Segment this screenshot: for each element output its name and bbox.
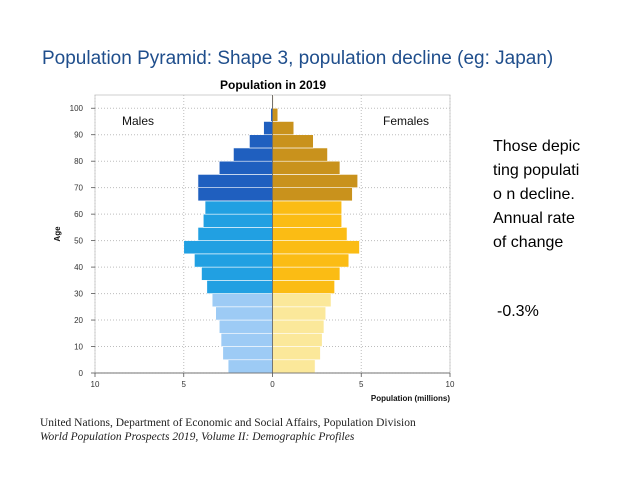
bar-male-25-29 bbox=[211, 293, 273, 308]
bar-male-10-14 bbox=[220, 332, 273, 347]
bar-female-95-99 bbox=[272, 107, 279, 122]
legend-males: Males bbox=[122, 114, 154, 128]
bar-male-60-64 bbox=[204, 200, 273, 215]
bar-female-15-19 bbox=[272, 319, 325, 334]
slide-title: Population Pyramid: Shape 3, population … bbox=[42, 48, 554, 69]
y-axis-label: Age bbox=[53, 226, 62, 242]
bar-female-20-24 bbox=[272, 306, 327, 321]
bar-female-10-14 bbox=[272, 332, 323, 347]
legend-females: Females bbox=[383, 114, 429, 128]
y-tick-label: 0 bbox=[79, 369, 84, 378]
bar-female-35-39 bbox=[272, 266, 341, 281]
bar-female-45-49 bbox=[272, 240, 360, 255]
bar-male-40-44 bbox=[194, 253, 273, 268]
x-axis-label: Population (millions) bbox=[371, 394, 450, 403]
bar-male-20-24 bbox=[215, 306, 273, 321]
bar-male-50-54 bbox=[197, 227, 273, 241]
bar-female-65-69 bbox=[272, 187, 353, 202]
x-tick-label: 5 bbox=[182, 380, 187, 389]
y-tick-label: 60 bbox=[74, 210, 83, 219]
bar-female-70-74 bbox=[272, 174, 358, 188]
bar-female-85-89 bbox=[272, 134, 314, 149]
bar-male-0-4 bbox=[227, 359, 273, 374]
y-tick-label: 90 bbox=[74, 131, 83, 140]
bar-male-75-79 bbox=[218, 160, 273, 175]
y-tick-label: 50 bbox=[74, 237, 83, 246]
bar-female-0-4 bbox=[272, 359, 316, 374]
x-tick-label: 10 bbox=[446, 380, 455, 389]
bar-male-55-59 bbox=[202, 213, 273, 228]
bar-male-5-9 bbox=[222, 346, 273, 361]
side-description: Those depicting populatio n decline. Ann… bbox=[493, 138, 581, 251]
y-tick-label: 30 bbox=[74, 290, 83, 299]
bar-male-85-89 bbox=[249, 134, 273, 149]
bar-female-55-59 bbox=[272, 213, 343, 228]
bar-male-30-34 bbox=[206, 280, 273, 294]
x-tick-label: 0 bbox=[270, 380, 275, 389]
source-citation-line1: United Nations, Department of Economic a… bbox=[40, 417, 416, 429]
y-tick-label: 10 bbox=[74, 343, 83, 352]
bar-male-45-49 bbox=[183, 240, 273, 255]
y-tick-label: 20 bbox=[74, 316, 83, 325]
bar-female-75-79 bbox=[272, 160, 341, 175]
bar-male-80-84 bbox=[233, 147, 273, 162]
bar-male-35-39 bbox=[201, 266, 273, 281]
source-citation-line2: World Population Prospects 2019, Volume … bbox=[40, 431, 355, 443]
bar-female-5-9 bbox=[272, 346, 321, 361]
bar-male-90-94 bbox=[263, 121, 273, 136]
bar-female-60-64 bbox=[272, 200, 343, 215]
bar-female-25-29 bbox=[272, 293, 332, 308]
bar-female-80-84 bbox=[272, 147, 328, 162]
bar-female-50-54 bbox=[272, 227, 348, 241]
y-tick-label: 40 bbox=[74, 263, 83, 272]
annual-rate-value: -0.3% bbox=[497, 303, 539, 320]
bar-male-70-74 bbox=[197, 174, 273, 188]
x-tick-label: 5 bbox=[359, 380, 364, 389]
y-tick-label: 70 bbox=[74, 184, 83, 193]
y-tick-label: 100 bbox=[70, 104, 84, 113]
chart-title: Population in 2019 bbox=[219, 78, 327, 92]
x-tick-label: 10 bbox=[91, 380, 100, 389]
bar-female-30-34 bbox=[272, 280, 335, 294]
bar-male-65-69 bbox=[197, 187, 273, 202]
bar-female-90-94 bbox=[272, 121, 295, 136]
bar-male-15-19 bbox=[218, 319, 273, 334]
y-tick-label: 80 bbox=[74, 157, 83, 166]
bar-female-40-44 bbox=[272, 253, 350, 268]
